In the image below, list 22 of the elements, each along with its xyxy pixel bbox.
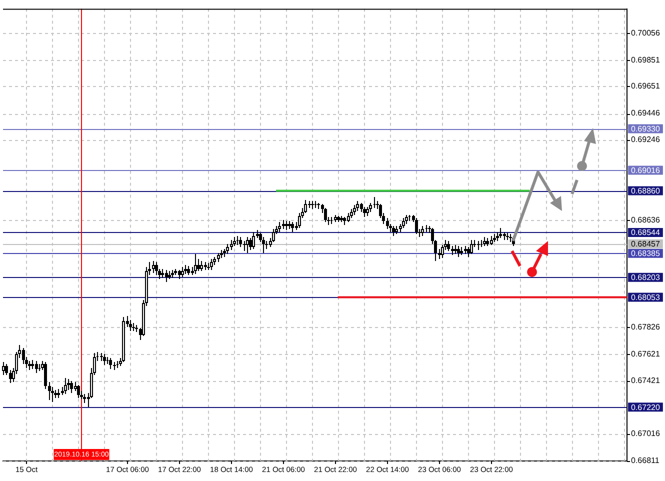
ref-line-label: 0.68203 xyxy=(631,273,660,282)
ref-line-label: 0.68544 xyxy=(631,228,660,238)
candlestick xyxy=(243,241,246,251)
y-tick-label: 0.67016 xyxy=(631,429,660,438)
candlestick xyxy=(373,197,376,208)
y-tick-label: 0.67421 xyxy=(631,376,660,385)
y-tick-label: 0.67621 xyxy=(631,349,660,358)
y-tick-label: 0.66811 xyxy=(631,456,660,466)
y-tick-label: 0.69651 xyxy=(631,82,660,91)
ref-line-label: 0.68385 xyxy=(631,249,660,258)
ref-line-label: 0.69330 xyxy=(631,124,660,134)
y-tick-label: 0.69246 xyxy=(631,135,660,144)
y-tick-label: 0.68636 xyxy=(631,216,660,225)
y-tick-label: 0.69446 xyxy=(631,108,660,118)
y-tick-label: 0.70056 xyxy=(631,28,660,38)
y-tick-label: 0.67826 xyxy=(631,322,660,332)
ref-line-label: 0.68457 xyxy=(631,240,660,249)
y-tick-label: 0.69851 xyxy=(631,55,660,64)
ref-line-label: 0.69016 xyxy=(631,166,660,175)
ref-line-label: 0.68860 xyxy=(631,186,660,196)
ref-line-label: 0.68053 xyxy=(631,292,660,302)
ref-line-label: 0.67220 xyxy=(631,402,660,412)
